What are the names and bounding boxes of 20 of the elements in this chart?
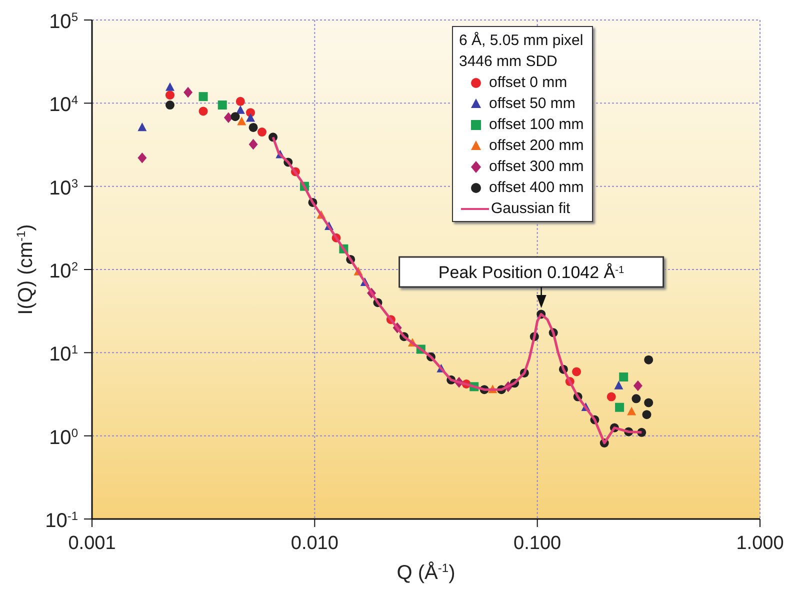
legend-label: offset 300 mm — [489, 157, 584, 177]
y-tick-label: 10$^{1}$ — [49, 342, 78, 366]
legend-label: offset 200 mm — [489, 136, 584, 156]
legend-label: offset 100 mm — [489, 115, 584, 135]
x-tick-label: 0.100 — [514, 533, 562, 554]
legend-label: offset 0 mm — [489, 73, 568, 93]
x-tick-label: 1.000 — [736, 533, 784, 554]
x-axis-title: Q (Å$^{-1}$) — [396, 561, 456, 584]
legend-label: offset 50 mm — [489, 94, 576, 114]
y-tick-label: 10$^{-1}$ — [45, 509, 78, 532]
x-tick-label: 0.001 — [68, 533, 116, 554]
y-tick-label: 10$^{5}$ — [49, 10, 78, 33]
y-tick-label: 10$^{0}$ — [49, 426, 78, 449]
y-tick-label: 10$^{2}$ — [49, 260, 78, 282]
legend-label: Gaussian fit — [491, 199, 570, 219]
y-tick-label: 10$^{4}$ — [49, 93, 78, 116]
y-tick-label: 10$^{3}$ — [49, 176, 78, 200]
x-tick-label: 0.010 — [290, 533, 338, 554]
annotation: Peak Position 0.1042 Å$^{-1}$ — [438, 262, 625, 282]
legend-label: offset 400 mm — [489, 178, 584, 198]
